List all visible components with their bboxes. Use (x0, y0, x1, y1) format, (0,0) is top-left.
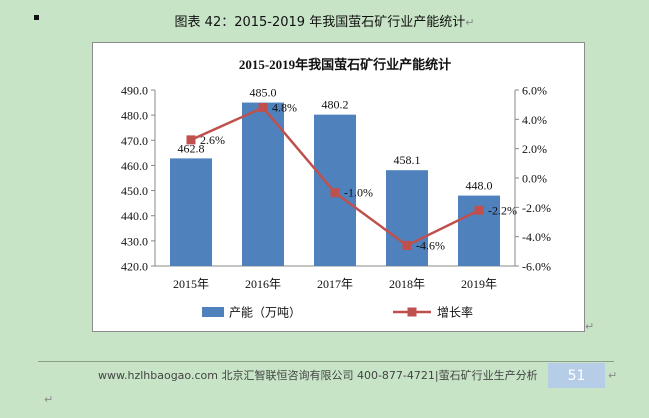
chart-frame: 2015-2019年我国萤石矿行业产能统计 420.0 430.0 440.0 450.… (92, 42, 585, 332)
growth-marker (258, 103, 268, 113)
growth-data-label: -4.6% (416, 238, 445, 252)
bar-data-label: 462.8 (178, 141, 205, 155)
growth-data-label: -2.2% (488, 203, 517, 217)
y-right-tick-label: -4.0% (522, 230, 551, 244)
y-right-tick-label: 6.0% (522, 84, 547, 98)
y-left-tick-label: 440.0 (121, 209, 148, 223)
caption-text: 图表 42：2015-2019 年我国萤石矿行业产能统计 (174, 15, 466, 30)
y-left-tick-label: 470.0 (121, 134, 148, 148)
chart-svg: 2015-2019年我国萤石矿行业产能统计 420.0 430.0 440.0 450.… (121, 57, 551, 320)
y-left-tick-label: 430.0 (121, 234, 148, 248)
bar (242, 102, 284, 266)
y-left-tick-label: 450.0 (121, 184, 148, 198)
chart-title: 2015-2019年我国萤石矿行业产能统计 (239, 57, 451, 72)
bar (386, 170, 428, 266)
x-tick-label: 2018年 (389, 277, 425, 291)
legend-swatch-marker (407, 307, 417, 317)
y-right-tick-label: 0.0% (522, 172, 547, 186)
y-right-tick-label: -2.0% (522, 201, 551, 215)
footer-divider (38, 361, 614, 362)
paragraph-mark: ↵ (44, 393, 54, 406)
legend-swatch-bar (202, 307, 224, 317)
growth-data-label: 2.6% (200, 133, 225, 147)
footer-text: www.hzlhbaogao.com 北京汇智联恒咨询有限公司 400-877-… (98, 369, 538, 382)
y-left-tick-label: 460.0 (121, 159, 148, 173)
y-left-tick-label: 490.0 (121, 84, 148, 98)
paragraph-mark: ↵ (585, 320, 595, 333)
legend-label-line: 增长率 (437, 305, 473, 320)
y-left-tick-label: 480.0 (121, 109, 148, 123)
x-tick-label: 2016年 (245, 277, 281, 291)
figure-caption: 图表 42：2015-2019 年我国萤石矿行业产能统计↵ (0, 11, 649, 30)
growth-marker (330, 188, 340, 198)
legend-label-bar: 产能（万吨） (229, 306, 301, 320)
bar-data-label: 448.0 (466, 179, 493, 193)
bar (170, 158, 212, 266)
x-tick-label: 2017年 (317, 277, 353, 291)
y-right-tick-label: 2.0% (522, 142, 547, 156)
y-right-tick-label: 4.0% (522, 113, 547, 127)
growth-marker (474, 205, 484, 215)
growth-marker (402, 240, 412, 250)
bar-data-label: 458.1 (394, 153, 421, 167)
page-number: 51 (548, 363, 605, 388)
list-bullet (34, 15, 39, 20)
growth-marker (186, 135, 196, 145)
bar-data-label: 485.0 (250, 86, 277, 100)
growth-data-label: -1.0% (344, 186, 373, 200)
growth-data-label: 4.8% (272, 101, 297, 115)
paragraph-mark: ↵ (465, 16, 475, 29)
x-tick-label: 2019年 (461, 277, 497, 291)
bar-data-label: 480.2 (322, 98, 349, 112)
x-tick-label: 2015年 (173, 277, 209, 291)
paragraph-mark: ↵ (608, 369, 618, 382)
y-right-tick-label: -6.0% (522, 260, 551, 274)
y-left-tick-label: 420.0 (121, 260, 148, 274)
